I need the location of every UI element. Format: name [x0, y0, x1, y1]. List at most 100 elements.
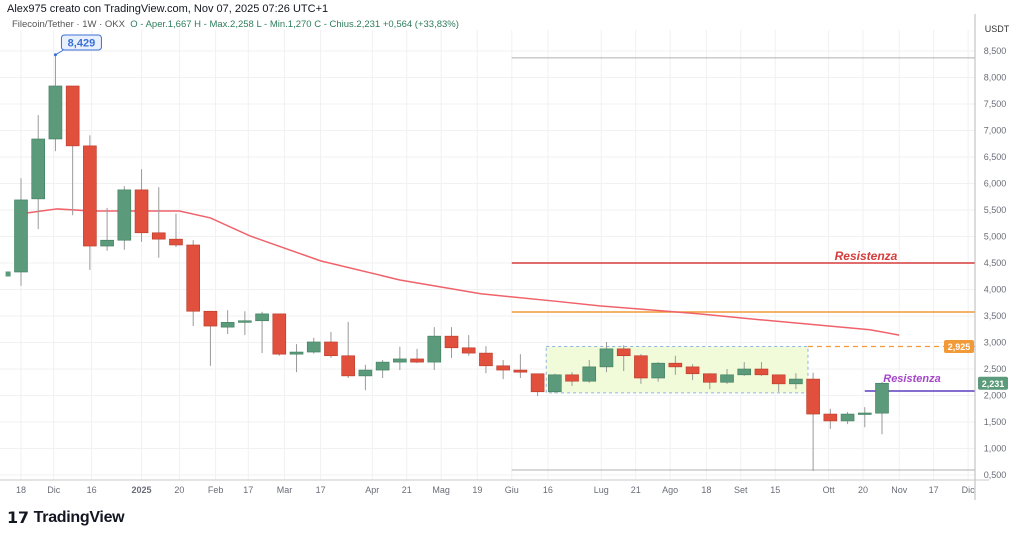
candle-body [358, 369, 373, 377]
candle-body [5, 271, 11, 277]
resistance-label-red: Resistenza [835, 249, 898, 263]
candle-body [151, 232, 166, 240]
candle-body [720, 374, 734, 383]
candle [255, 311, 269, 354]
time-tick-label: 20 [858, 485, 868, 495]
resistance-label-purple: Resistenza [883, 373, 940, 385]
candle [685, 364, 700, 381]
candle [169, 213, 183, 248]
candle-body [702, 373, 717, 383]
time-tick-label: Dic [962, 485, 975, 495]
time-tick-label: 17 [316, 485, 326, 495]
currency-label: USDT [985, 24, 1010, 34]
symbol-name[interactable]: Filecoin/Tether · 1W · OKX [12, 19, 125, 30]
time-tick-label: Set [734, 485, 748, 495]
time-tick-label: Ago [662, 485, 678, 495]
ohlc-values: O - Aper.1,667 H - Max.2,258 L - Min.1,2… [130, 19, 459, 30]
candle [771, 374, 786, 392]
candle [203, 310, 218, 366]
price-tick-label: 4,500 [984, 258, 1007, 268]
candle [65, 85, 80, 216]
candle-body [169, 238, 183, 246]
time-tick-label: Feb [208, 485, 224, 495]
candle [702, 373, 717, 390]
candle-body [875, 382, 889, 414]
time-tick-label: Giu [505, 485, 519, 495]
candle-body [823, 413, 838, 422]
candle-body [238, 320, 252, 323]
candle [616, 345, 631, 372]
candle-body [616, 348, 631, 357]
candle-body [117, 189, 132, 241]
dashed-level-price-badge-text: 2,925 [948, 342, 971, 352]
candle-body [324, 341, 338, 357]
candle-body [685, 366, 700, 375]
price-tick-label: 3,500 [984, 311, 1007, 321]
candle [134, 169, 149, 242]
last-price-badge-text: 2,231 [982, 379, 1005, 389]
time-tick-label: 17 [243, 485, 253, 495]
candle-body [341, 355, 355, 377]
candle-body [48, 85, 63, 140]
price-tick-label: 5,000 [984, 232, 1007, 242]
candle [324, 331, 338, 358]
candle-body [203, 310, 218, 327]
tradingview-logo[interactable]: 𝟭𝟳 TradingView [7, 508, 125, 528]
candle [789, 373, 803, 390]
candle-body [668, 362, 683, 368]
candle [582, 359, 597, 383]
time-tick-label: Mar [277, 485, 293, 495]
time-tick-label: Ott [823, 485, 836, 495]
time-tick-label: Lug [594, 485, 609, 495]
price-tick-label: 8,000 [984, 73, 1007, 83]
author-line: Alex975 creato con TradingView.com, Nov … [7, 3, 329, 15]
candle [651, 362, 665, 382]
candle [410, 348, 424, 364]
price-tick-label: 6,500 [984, 152, 1007, 162]
candle [375, 359, 390, 379]
tradingview-brand: TradingView [33, 509, 125, 526]
price-tick-label: 0,500 [984, 470, 1007, 480]
time-tick-label: 15 [770, 485, 780, 495]
candle [530, 373, 545, 397]
candle-body [289, 351, 304, 355]
candle [461, 335, 476, 356]
candle-body [548, 374, 562, 393]
candle [806, 372, 820, 472]
candle [186, 240, 200, 327]
candle [289, 344, 304, 373]
price-tick-label: 4,000 [984, 285, 1007, 295]
time-tick-label: 2025 [132, 485, 152, 495]
high-marker-box [60, 34, 102, 51]
candle-body [427, 335, 442, 363]
candle-body [530, 373, 545, 393]
price-tick-label: 1,000 [984, 444, 1007, 454]
candle [31, 115, 46, 230]
time-tick-label: 21 [402, 485, 412, 495]
candle-body [754, 368, 769, 376]
candle-body [840, 413, 855, 422]
candle [427, 327, 442, 371]
candle-body [806, 378, 820, 415]
candle [754, 362, 769, 376]
candle-body [565, 374, 579, 382]
candle-body [513, 369, 528, 373]
candle [100, 207, 114, 251]
moving-average-line [20, 208, 900, 336]
high-marker-dot [53, 53, 57, 57]
candle [875, 381, 889, 435]
time-tick-label: Apr [365, 485, 379, 495]
time-tick-label: 16 [543, 485, 553, 495]
price-tick-label: 3,000 [984, 338, 1007, 348]
time-tick-label: 17 [929, 485, 939, 495]
candle [14, 178, 28, 286]
candle-body [599, 348, 614, 368]
candle [668, 355, 683, 375]
candle-body [306, 341, 321, 353]
candle [238, 311, 252, 336]
candle [513, 354, 528, 379]
time-tick-label: 20 [174, 485, 184, 495]
candle [857, 407, 872, 428]
candle-body [393, 358, 407, 363]
